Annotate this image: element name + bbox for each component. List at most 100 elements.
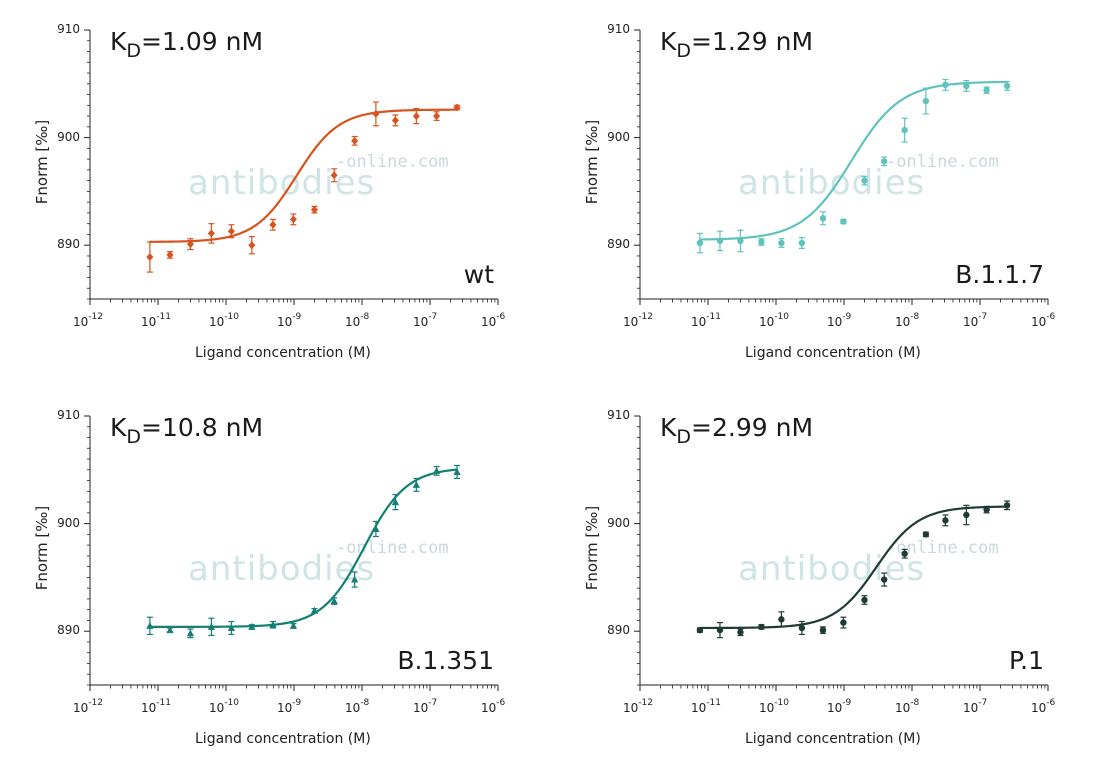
data-point [289, 215, 297, 224]
data-point [696, 626, 704, 634]
x-tick-label: 10-9 [277, 698, 302, 715]
x-axis-title: Ligand concentration (M) [195, 731, 371, 747]
kd-label: KD=1.09 nM [110, 27, 264, 62]
x-tick-label: 10-10 [209, 312, 239, 329]
kd-subscript: D [126, 426, 142, 448]
x-tick-label: 10-10 [209, 698, 239, 715]
data-point [269, 220, 277, 229]
data-point [880, 158, 888, 165]
kd-subscript: D [676, 40, 692, 62]
fit-curve [149, 108, 458, 243]
data-point [942, 517, 949, 524]
x-tick-label: 10-6 [481, 312, 506, 329]
data-point [983, 87, 990, 94]
data-point [778, 616, 785, 623]
data-point [412, 112, 420, 121]
data-point [737, 629, 744, 636]
x-tick-label: 10-8 [345, 698, 370, 715]
watermark-domain: -online.com [886, 538, 999, 558]
data-point [901, 550, 908, 557]
y-tick-label: 890 [607, 237, 630, 252]
data-point [453, 467, 461, 475]
data-point [433, 112, 441, 121]
data-point [330, 171, 338, 180]
kd-subscript: D [676, 426, 692, 448]
x-tick-label: 10-12 [73, 698, 103, 715]
data-point [922, 97, 930, 105]
data-point [227, 623, 235, 631]
data-point [778, 239, 785, 247]
watermark-brand: antibodies [188, 163, 376, 203]
x-tick-label: 10-11 [691, 312, 721, 329]
data-point [146, 253, 154, 262]
x-tick-label: 10-7 [413, 698, 438, 715]
variant-label: B.1.1.7 [955, 260, 1044, 289]
x-tick-label: 10-12 [623, 312, 653, 329]
kd-value: =2.99 nM [691, 413, 814, 442]
data-point [330, 597, 338, 605]
fit-curve [699, 505, 1008, 630]
data-point [963, 511, 970, 519]
data-point [351, 136, 359, 145]
data-point [207, 229, 215, 238]
x-tick-label: 10-11 [141, 698, 171, 715]
data-point [146, 621, 154, 629]
data-point [922, 531, 930, 538]
kd-label: KD=10.8 nM [110, 413, 263, 448]
data-point [716, 237, 724, 245]
x-tick-label: 10-7 [963, 698, 988, 715]
data-point [696, 239, 704, 247]
variant-label: P.1 [1008, 646, 1044, 675]
data-point [351, 575, 359, 583]
kd-prefix: K [660, 413, 677, 442]
variant-label: B.1.351 [397, 646, 494, 675]
x-tick-label: 10-9 [827, 312, 852, 329]
watermark-domain: -online.com [886, 152, 999, 172]
chart-panel-wt: -online.com antibodies 890 900 910 10-12 10-11… [0, 0, 550, 386]
data-point [758, 623, 765, 631]
data-point [269, 620, 277, 628]
chart-panel-p1: -online.com antibodies 890 900 910 10-12 10-11… [550, 386, 1100, 772]
data-point [798, 239, 806, 247]
y-tick-label: 900 [57, 129, 80, 144]
y-tick-label: 910 [607, 22, 630, 36]
watermark-brand: antibodies [738, 549, 926, 589]
x-tick-label: 10-6 [1031, 312, 1056, 329]
data-point [861, 177, 868, 184]
data-point [942, 81, 949, 89]
y-tick-label: 900 [607, 129, 630, 144]
data-point [758, 238, 765, 246]
data-point [166, 626, 174, 634]
x-tick-label: 10-9 [277, 312, 302, 329]
y-tick-label: 890 [57, 237, 80, 252]
data-point [1003, 502, 1011, 509]
kd-prefix: K [110, 413, 127, 442]
kd-prefix: K [110, 27, 127, 56]
y-tick-label: 910 [57, 22, 80, 36]
y-axis-title: Fnorm [‰] [33, 505, 51, 591]
x-tick-label: 10-8 [895, 698, 920, 715]
watermark-domain: -online.com [336, 152, 449, 172]
data-point [861, 596, 868, 604]
x-tick-label: 10-11 [691, 698, 721, 715]
kd-value: =1.09 nM [141, 27, 264, 56]
y-tick-label: 910 [57, 408, 80, 422]
data-point [716, 626, 724, 634]
data-point [248, 241, 256, 250]
chart-plot-area [634, 29, 1049, 305]
data-point [227, 227, 235, 236]
data-point [819, 626, 827, 634]
y-tick-label: 900 [607, 515, 630, 530]
kd-label: KD=1.29 nM [660, 27, 813, 62]
chart-panel-b1351: -online.com antibodies 890 900 910 10-12 10-11… [0, 386, 550, 772]
x-tick-label: 10-7 [963, 312, 988, 329]
x-axis-title: Ligand concentration (M) [195, 345, 371, 361]
x-tick-label: 10-12 [73, 312, 103, 329]
data-point [819, 215, 827, 222]
chart-plot-area [84, 29, 499, 305]
data-point [983, 506, 990, 513]
watermark-domain: -online.com [336, 538, 449, 558]
x-tick-label: 10-12 [623, 698, 653, 715]
y-axis-title: Fnorm [‰] [583, 505, 601, 591]
x-tick-label: 10-9 [827, 698, 852, 715]
